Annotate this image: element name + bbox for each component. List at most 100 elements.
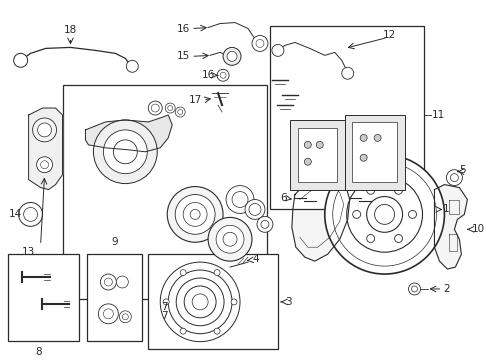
Circle shape	[14, 53, 27, 67]
Circle shape	[409, 211, 416, 219]
Bar	[298, 128, 337, 181]
Circle shape	[226, 186, 254, 213]
Circle shape	[304, 141, 311, 148]
Circle shape	[325, 155, 444, 274]
Circle shape	[24, 207, 38, 221]
Circle shape	[122, 314, 128, 320]
Circle shape	[103, 309, 113, 319]
Circle shape	[183, 202, 207, 226]
Circle shape	[394, 186, 403, 194]
Circle shape	[412, 286, 417, 292]
Circle shape	[120, 311, 131, 323]
Circle shape	[367, 197, 403, 232]
Text: 2: 2	[443, 284, 450, 294]
Circle shape	[223, 232, 237, 246]
Text: 5: 5	[460, 165, 466, 175]
Circle shape	[167, 186, 223, 242]
Circle shape	[148, 101, 162, 115]
Circle shape	[214, 270, 220, 276]
Circle shape	[304, 158, 311, 165]
Circle shape	[214, 328, 220, 334]
Circle shape	[220, 72, 226, 78]
Text: 4: 4	[252, 254, 259, 264]
Circle shape	[37, 157, 52, 173]
Circle shape	[104, 278, 112, 286]
Circle shape	[94, 120, 157, 184]
Circle shape	[252, 36, 268, 51]
Circle shape	[175, 194, 215, 234]
Circle shape	[38, 123, 51, 137]
Text: 7: 7	[161, 302, 168, 312]
Circle shape	[116, 276, 128, 288]
Polygon shape	[292, 177, 350, 261]
Polygon shape	[435, 185, 467, 269]
Circle shape	[113, 140, 137, 164]
Circle shape	[208, 217, 252, 261]
Circle shape	[151, 104, 159, 112]
Text: 9: 9	[111, 237, 118, 247]
Circle shape	[342, 67, 354, 79]
Text: 10: 10	[471, 224, 485, 234]
Circle shape	[163, 299, 169, 305]
Circle shape	[216, 225, 244, 253]
Circle shape	[394, 234, 403, 243]
Text: 13: 13	[22, 247, 35, 257]
Circle shape	[19, 202, 43, 226]
Circle shape	[227, 51, 237, 61]
Bar	[352, 122, 396, 181]
Circle shape	[367, 234, 375, 243]
Circle shape	[223, 48, 241, 65]
Bar	[63, 85, 267, 299]
Circle shape	[261, 220, 269, 228]
Circle shape	[41, 161, 49, 169]
Text: 18: 18	[64, 26, 77, 36]
Bar	[345, 115, 405, 190]
Text: 7: 7	[161, 311, 168, 321]
Circle shape	[409, 283, 420, 295]
Bar	[148, 254, 278, 348]
Circle shape	[333, 163, 437, 266]
Circle shape	[367, 186, 375, 194]
Circle shape	[360, 134, 367, 141]
Bar	[270, 26, 424, 210]
Circle shape	[126, 60, 138, 72]
Text: 8: 8	[35, 347, 42, 357]
Text: 3: 3	[285, 297, 292, 307]
Circle shape	[100, 274, 116, 290]
Circle shape	[190, 210, 200, 219]
Bar	[290, 120, 345, 190]
Text: 6: 6	[280, 193, 287, 203]
Circle shape	[33, 118, 56, 142]
Text: 12: 12	[382, 31, 395, 40]
Circle shape	[165, 103, 175, 113]
Circle shape	[249, 203, 261, 215]
Text: 17: 17	[189, 95, 202, 105]
Circle shape	[180, 328, 186, 334]
Circle shape	[450, 174, 458, 181]
Circle shape	[178, 109, 183, 114]
Bar	[87, 254, 142, 341]
Circle shape	[176, 278, 224, 326]
Text: 11: 11	[432, 110, 445, 120]
Circle shape	[353, 211, 361, 219]
Polygon shape	[85, 115, 172, 152]
Circle shape	[256, 40, 264, 48]
Circle shape	[217, 69, 229, 81]
Text: 16: 16	[177, 23, 190, 33]
Circle shape	[168, 105, 172, 111]
Circle shape	[168, 270, 232, 334]
Text: 16: 16	[202, 70, 215, 80]
Circle shape	[231, 299, 237, 305]
Circle shape	[374, 134, 381, 141]
Circle shape	[232, 192, 248, 207]
Circle shape	[347, 177, 422, 252]
Circle shape	[272, 44, 284, 57]
Circle shape	[103, 130, 147, 174]
Polygon shape	[28, 108, 63, 190]
Circle shape	[317, 141, 323, 148]
Circle shape	[257, 216, 273, 232]
Circle shape	[180, 270, 186, 276]
Circle shape	[175, 107, 185, 117]
Circle shape	[245, 199, 265, 219]
Circle shape	[184, 286, 216, 318]
